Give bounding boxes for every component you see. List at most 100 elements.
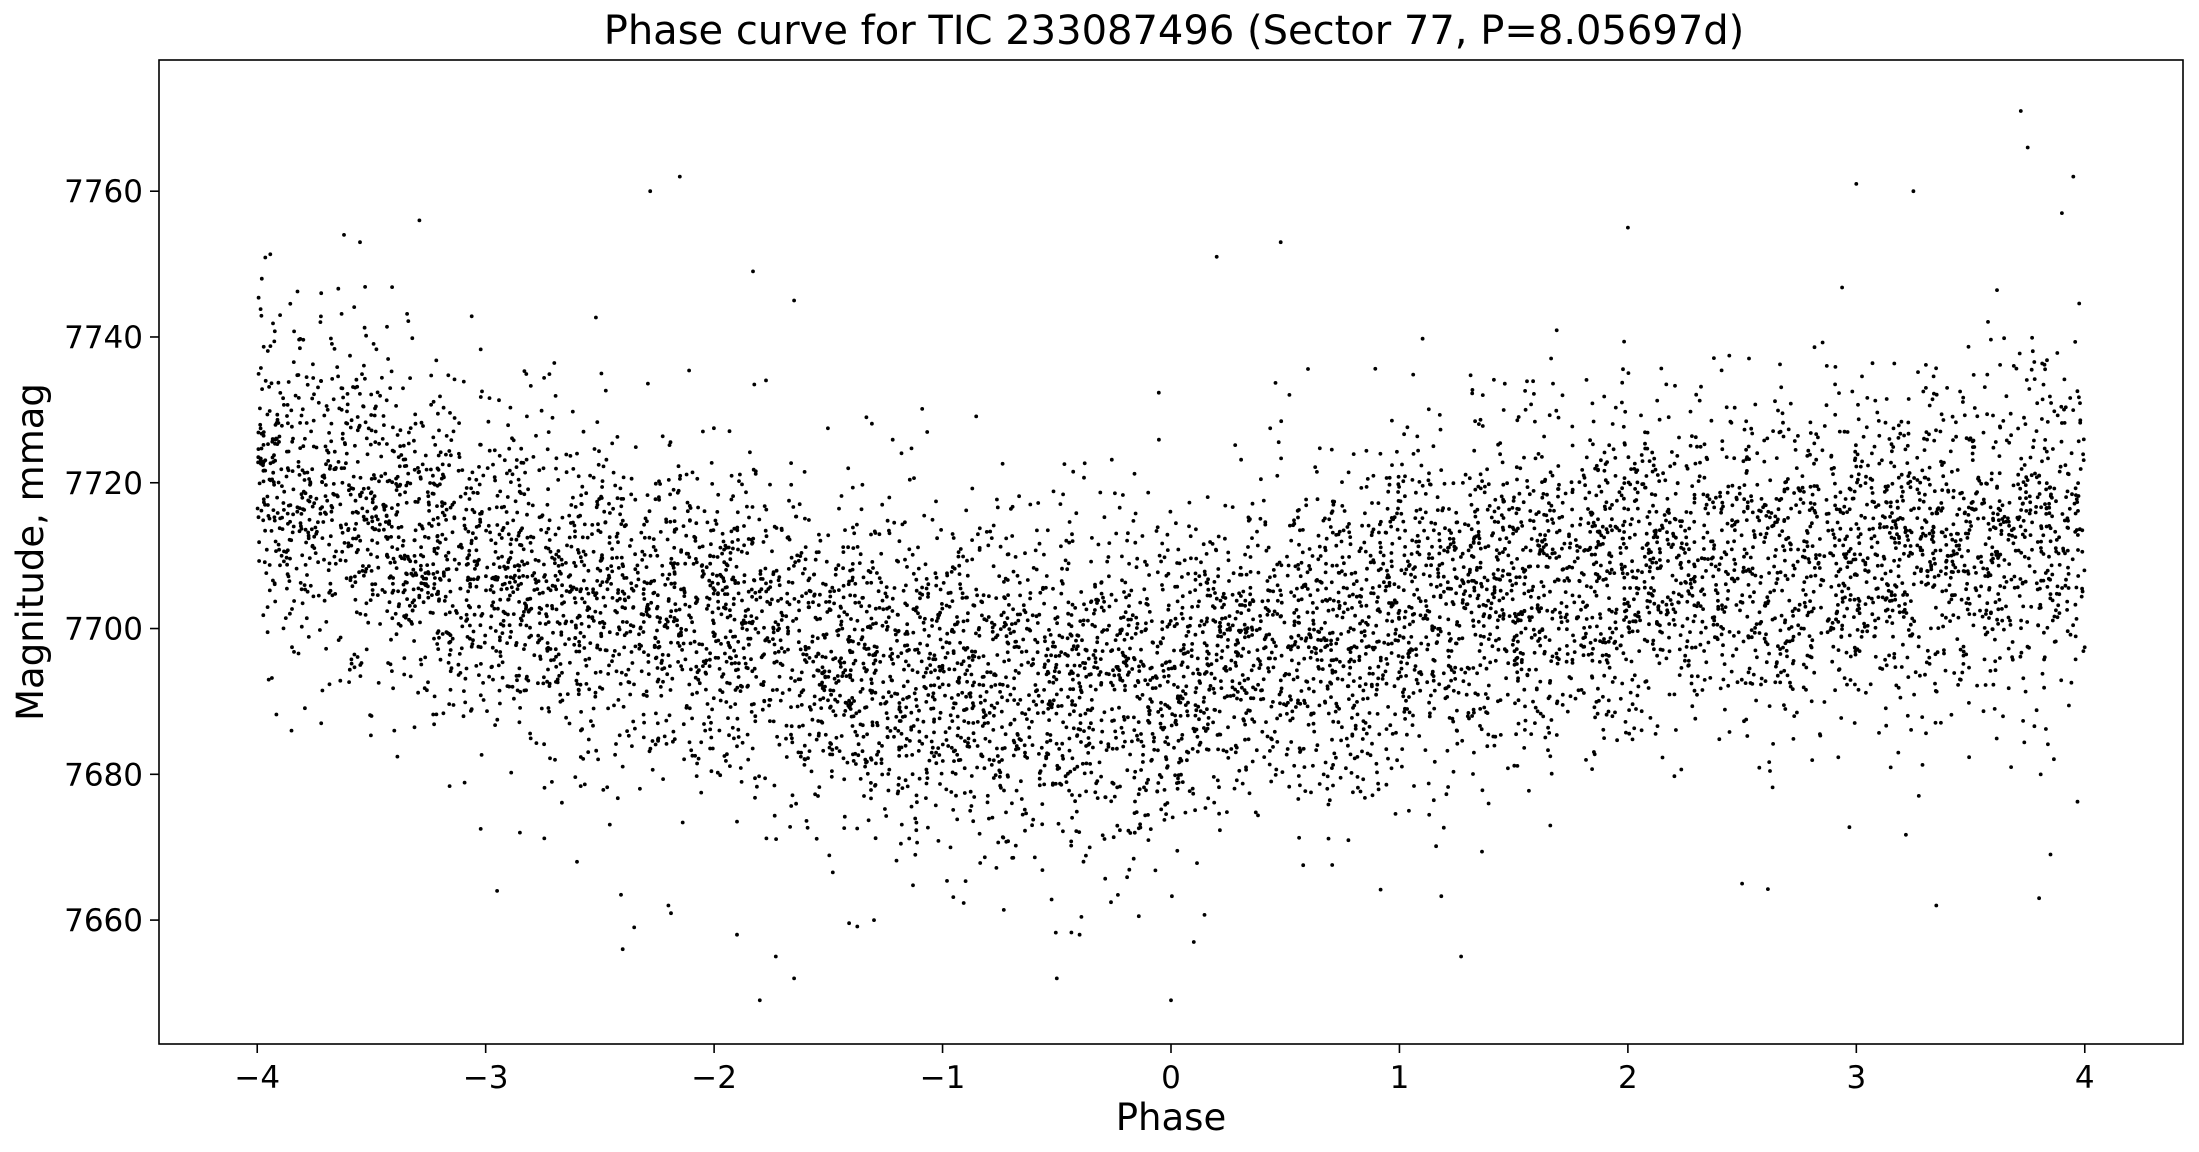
scatter-point: [1504, 676, 1508, 681]
scatter-point: [537, 468, 542, 473]
scatter-point: [892, 734, 896, 739]
scatter-point: [701, 664, 705, 668]
scatter-point: [719, 574, 724, 579]
scatter-point: [352, 527, 357, 532]
scatter-point: [1494, 610, 1498, 615]
scatter-point: [301, 337, 306, 342]
scatter-point: [689, 615, 693, 620]
scatter-point: [653, 548, 658, 553]
scatter-point: [688, 518, 692, 523]
scatter-point: [1259, 619, 1263, 624]
scatter-point: [1129, 588, 1134, 593]
scatter-point: [877, 606, 882, 610]
scatter-point: [546, 620, 551, 624]
scatter-point: [1230, 592, 1235, 597]
scatter-point: [554, 664, 559, 669]
scatter-point: [915, 840, 919, 845]
scatter-point: [1299, 560, 1304, 565]
scatter-point: [1896, 574, 1901, 579]
scatter-point: [1903, 544, 1907, 548]
scatter-point: [1409, 572, 1413, 577]
scatter-point: [1102, 599, 1106, 604]
scatter-point: [1890, 608, 1895, 613]
scatter-point: [331, 482, 336, 486]
scatter-point: [1757, 631, 1762, 635]
scatter-point: [684, 705, 689, 710]
scatter-point: [1845, 682, 1849, 687]
scatter-point: [379, 454, 384, 459]
scatter-point: [1065, 636, 1070, 641]
scatter-point: [1013, 843, 1018, 848]
scatter-point: [421, 600, 426, 605]
scatter-point: [2019, 550, 2024, 555]
scatter-point: [1942, 648, 1946, 652]
scatter-point: [595, 579, 600, 583]
scatter-point: [462, 689, 466, 693]
scatter-point: [1940, 613, 1945, 617]
scatter-point: [1725, 540, 1730, 545]
scatter-point: [284, 555, 289, 560]
scatter-point: [1378, 887, 1383, 892]
scatter-point: [899, 731, 904, 736]
scatter-point: [1812, 461, 1816, 466]
scatter-point: [1431, 798, 1436, 803]
scatter-point: [984, 530, 989, 534]
scatter-point: [1241, 589, 1246, 594]
scatter-point: [290, 439, 295, 444]
scatter-point: [1049, 897, 1054, 902]
scatter-point: [567, 535, 572, 540]
scatter-point: [1079, 690, 1084, 695]
scatter-point: [1944, 527, 1949, 532]
scatter-point: [1365, 566, 1369, 571]
scatter-point: [470, 470, 475, 475]
scatter-point: [1935, 507, 1940, 511]
scatter-point: [1613, 456, 1618, 460]
scatter-point: [1172, 682, 1176, 687]
scatter-point: [1298, 783, 1302, 788]
scatter-point: [994, 866, 999, 870]
scatter-point: [1381, 553, 1386, 558]
scatter-point: [1406, 651, 1411, 656]
scatter-point: [883, 591, 888, 596]
scatter-point: [369, 733, 373, 738]
scatter-point: [657, 620, 662, 624]
scatter-point: [1622, 597, 1627, 602]
scatter-point: [1940, 589, 1945, 594]
scatter-point: [258, 426, 263, 431]
scatter-point: [760, 609, 764, 614]
scatter-point: [1480, 393, 1485, 397]
scatter-point: [498, 489, 503, 494]
scatter-point: [1208, 684, 1213, 688]
scatter-point: [2066, 586, 2071, 590]
scatter-point: [743, 661, 748, 666]
scatter-point: [1430, 544, 1434, 549]
scatter-point: [1436, 571, 1441, 575]
scatter-point: [528, 541, 533, 545]
scatter-point: [1416, 448, 1420, 453]
scatter-point: [1409, 635, 1414, 639]
scatter-point: [1811, 589, 1816, 594]
scatter-point: [1856, 687, 1861, 692]
scatter-point: [1363, 682, 1368, 687]
scatter-point: [1609, 567, 1614, 572]
scatter-point: [512, 696, 516, 701]
scatter-point: [1410, 538, 1415, 543]
scatter-point: [435, 466, 440, 471]
scatter-point: [965, 558, 969, 563]
scatter-point: [1013, 621, 1018, 626]
scatter-point: [951, 808, 956, 812]
scatter-point: [632, 925, 637, 930]
scatter-point: [1911, 582, 1916, 587]
scatter-point: [2043, 502, 2047, 506]
scatter-point: [978, 861, 983, 865]
scatter-point: [2069, 680, 2074, 685]
scatter-point: [1915, 478, 1920, 482]
scatter-point: [1812, 502, 1817, 506]
scatter-point: [623, 606, 627, 611]
scatter-point: [1163, 740, 1168, 744]
scatter-point: [1923, 492, 1927, 497]
scatter-point: [610, 556, 615, 560]
scatter-point: [1005, 698, 1010, 703]
scatter-point: [396, 455, 401, 459]
scatter-point: [1331, 502, 1336, 507]
